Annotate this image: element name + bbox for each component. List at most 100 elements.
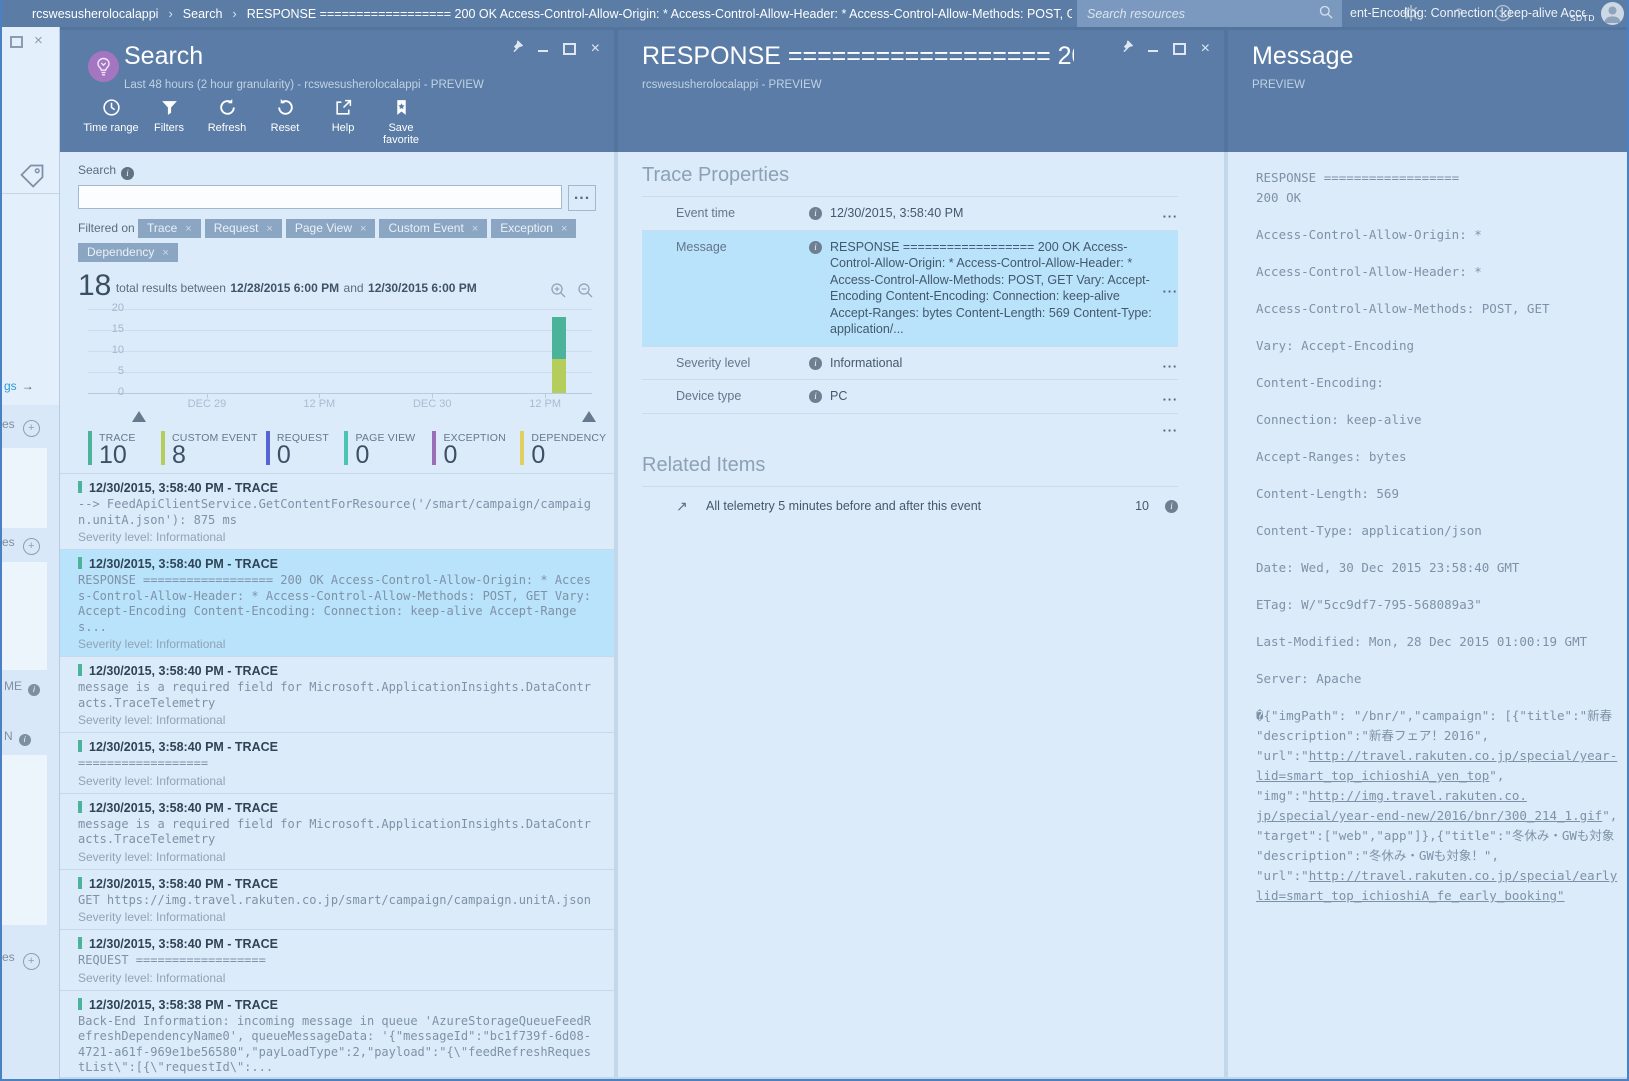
trace-item-header: 12/30/2015, 3:58:40 PM - TRACE	[78, 740, 594, 754]
filter-chip-request[interactable]: Request ×	[204, 219, 282, 238]
trace-list-item[interactable]: 12/30/2015, 3:58:40 PM - TRACE --> FeedAp…	[60, 474, 614, 550]
legend-color-bar	[88, 431, 92, 465]
time-range-button[interactable]: Time range	[82, 98, 140, 146]
message-link[interactable]: lid=smart_top_ichioshiA_fe_early_booking…	[1256, 888, 1565, 903]
range-handle-right[interactable]	[582, 411, 596, 422]
related-items-row[interactable]: ↗ All telemetry 5 minutes before and aft…	[642, 487, 1178, 526]
restore-icon[interactable]	[10, 35, 23, 53]
row-actions-ellipsis[interactable]: ...	[1162, 205, 1178, 221]
filter-chip-exception[interactable]: Exception ×	[491, 219, 577, 238]
zoom-out-icon[interactable]	[577, 282, 594, 299]
trace-list-item[interactable]: 12/30/2015, 3:58:40 PM - TRACE GET https:…	[60, 870, 614, 930]
pin-icon[interactable]	[1120, 40, 1134, 58]
more-options-button[interactable]: ...	[568, 185, 596, 211]
severity-label: Severity level:	[78, 910, 157, 924]
minimize-icon[interactable]	[1147, 46, 1158, 52]
filters-button[interactable]: Filters	[140, 98, 198, 146]
info-icon: i	[1165, 499, 1178, 513]
remove-filter-icon[interactable]: ×	[471, 223, 479, 235]
legend-color-bar	[161, 431, 165, 465]
refresh-button[interactable]: Refresh	[198, 98, 256, 146]
property-row-event-time[interactable]: Event time i 12/30/2015, 3:58:40 PM...	[642, 197, 1178, 231]
info-icon: i	[28, 684, 40, 696]
trace-list-item[interactable]: 12/30/2015, 3:58:38 PM - TRACE Back-End I…	[60, 991, 614, 1078]
property-row-device-type[interactable]: Device type i PC...	[642, 380, 1178, 414]
toolbar-button-label: Reset	[270, 122, 300, 134]
stacked-bar[interactable]	[552, 317, 567, 393]
message-link[interactable]: lid=smart_top_ichioshiA_yen_top	[1256, 768, 1490, 783]
row-actions-ellipsis[interactable]: ...	[1162, 388, 1178, 404]
gear-icon[interactable]	[1402, 4, 1420, 22]
filter-chip-custom-event[interactable]: Custom Event ×	[379, 219, 488, 238]
help-icon[interactable]: ?	[1450, 4, 1468, 22]
row-actions-ellipsis[interactable]: ...	[1162, 355, 1178, 371]
property-row-message[interactable]: Message i RESPONSE ================== 200 …	[642, 230, 1178, 347]
remove-filter-icon[interactable]: ×	[266, 223, 273, 235]
legend-item-page-view[interactable]: PAGE VIEW 0	[344, 431, 432, 468]
strip-add-item[interactable]: es +	[2, 535, 40, 555]
section-title-related-items: Related Items	[642, 454, 1178, 487]
filter-chip-dependency[interactable]: Dependency ×	[78, 243, 178, 262]
trace-list-item[interactable]: 12/30/2015, 3:58:40 PM - TRACE message is…	[60, 794, 614, 870]
severity-label: Severity level:	[78, 637, 157, 651]
trace-item-time: 12/30/2015, 3:58:40 PM - TRACE	[89, 557, 278, 571]
filter-chip-trace[interactable]: Trace ×	[138, 219, 201, 238]
legend-item-exception[interactable]: EXCEPTION 0	[432, 431, 520, 468]
message-line: Server: Apache	[1256, 669, 1623, 689]
breadcrumb-item[interactable]: Search	[182, 7, 223, 21]
message-text: Accept-Ranges: bytes	[1256, 449, 1407, 464]
legend-item-dependency[interactable]: DEPENDENCY 0	[520, 431, 614, 468]
legend-item-request[interactable]: REQUEST 0	[265, 431, 345, 468]
strip-add-item[interactable]: es +	[2, 950, 40, 970]
tag-icon[interactable]	[18, 162, 46, 190]
legend-item-trace[interactable]: TRACE 10	[88, 431, 161, 468]
close-icon[interactable]: ×	[34, 32, 43, 49]
trace-list-item[interactable]: 12/30/2015, 3:58:40 PM - TRACE message is…	[60, 657, 614, 733]
avatar[interactable]	[1601, 2, 1624, 25]
strip-add-item[interactable]: es +	[2, 417, 40, 437]
legend-item-custom-event[interactable]: CUSTOM EVENT 8	[161, 431, 266, 468]
message-link[interactable]: jp/special/year-end-new/2016/bnr/300_214…	[1256, 808, 1603, 823]
remove-filter-icon[interactable]: ×	[560, 223, 568, 235]
more-actions-ellipsis[interactable]: ...	[1162, 419, 1178, 434]
message-link[interactable]: http://travel.rakuten.co.jp/special/year…	[1308, 748, 1618, 763]
breadcrumb-item[interactable]: rcswesusherolocalappi	[32, 7, 159, 21]
maximize-icon[interactable]	[1172, 43, 1186, 55]
message-line: ETag: W/"5cc9df7-795-568089a3"	[1256, 595, 1623, 615]
search-query-input[interactable]	[78, 185, 562, 209]
trace-item-time: 12/30/2015, 3:58:40 PM - TRACE	[89, 876, 278, 891]
zoom-in-icon[interactable]	[550, 282, 567, 299]
message-link[interactable]: http://img.travel.rakuten.co.	[1308, 788, 1527, 803]
reset-button[interactable]: Reset	[256, 98, 314, 146]
trace-list-item[interactable]: 12/30/2015, 3:58:40 PM - TRACE ==========…	[60, 733, 614, 794]
message-link[interactable]: http://travel.rakuten.co.jp/special/earl…	[1308, 868, 1618, 883]
save-favorite-button[interactable]: Save favorite	[372, 98, 430, 146]
trace-list-item[interactable]: 12/30/2015, 3:58:40 PM - TRACE RESPONSE =…	[60, 550, 614, 657]
property-label: Severity level	[676, 355, 751, 370]
chart-plot-area: 20 15 10 5 0	[88, 302, 592, 398]
message-blade-body: RESPONSE ================== 200 OK Access-…	[1228, 152, 1627, 1077]
message-text: Content-Length: 569	[1256, 486, 1399, 501]
remove-filter-icon[interactable]: ×	[185, 223, 192, 235]
filter-chip-label: Exception	[500, 221, 553, 235]
message-line: Access-Control-Allow-Origin: *	[1256, 225, 1623, 245]
row-actions-ellipsis[interactable]: ...	[1162, 280, 1178, 296]
close-icon[interactable]: ×	[590, 40, 600, 57]
remove-filter-icon[interactable]: ×	[162, 247, 169, 259]
strip-settings-link[interactable]: gs →	[4, 379, 34, 393]
search-resources-input[interactable]	[1085, 3, 1304, 25]
trace-list-item[interactable]: 12/30/2015, 3:58:40 PM - TRACE REQUEST ==…	[60, 930, 614, 991]
range-handle-left[interactable]	[132, 411, 146, 422]
portal-search-box[interactable]	[1077, 0, 1342, 27]
minimize-icon[interactable]	[537, 46, 548, 52]
filter-chip-page-view[interactable]: Page View ×	[285, 219, 376, 238]
close-icon[interactable]: ×	[1200, 40, 1210, 57]
trace-results-list: 12/30/2015, 3:58:40 PM - TRACE --> FeedAp…	[60, 474, 614, 1077]
help-button[interactable]: Help	[314, 98, 372, 146]
feedback-smiley-icon[interactable]	[1494, 4, 1512, 22]
property-row-severity-level[interactable]: Severity level i Informational...	[642, 347, 1178, 380]
remove-filter-icon[interactable]: ×	[360, 223, 367, 235]
breadcrumb-item[interactable]: RESPONSE ================== 200 OK Acces…	[246, 7, 1072, 21]
pin-icon[interactable]	[510, 40, 524, 58]
maximize-icon[interactable]	[562, 43, 576, 55]
